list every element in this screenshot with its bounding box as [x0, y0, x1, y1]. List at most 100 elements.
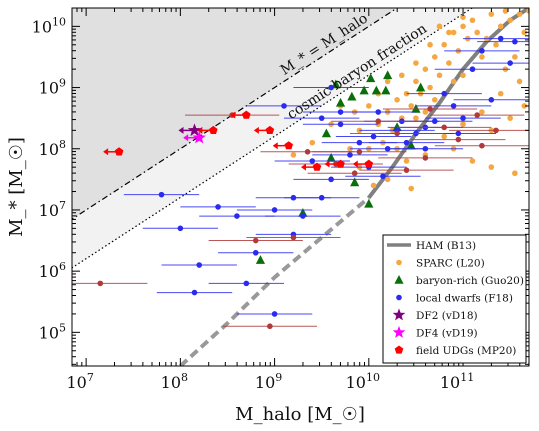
sparc-l20-0-point: [469, 17, 476, 24]
legend-label-6: field UDGs (MP20): [416, 345, 516, 357]
sparc-l20-0-point: [384, 78, 391, 85]
local-dwarfs-f18-2-point: [328, 176, 334, 183]
y-tick-label: 107: [39, 199, 66, 220]
local-dwarfs-f18-2-point: [215, 204, 221, 210]
sparc-l20-0-point: [403, 158, 410, 164]
baryon-rich-guo20-1-point: [366, 73, 376, 83]
df2-vd18-5-arrowhead: [178, 126, 184, 134]
field-udgs-mp20-4-point: [284, 141, 293, 150]
field-udgs-mp20-3-point: [441, 124, 447, 131]
sparc-l20-0-point: [497, 90, 504, 97]
sparc-l20-0-point: [450, 78, 457, 85]
local-dwarfs-f18-2-point: [243, 280, 250, 287]
sparc-l20-0-point: [479, 54, 485, 60]
local-dwarfs-f18-2-point: [281, 103, 287, 109]
y-tick-label: 1010: [32, 15, 66, 36]
sparc-l20-0-point: [427, 41, 433, 48]
sparc-l20-0-point: [446, 29, 452, 36]
sparc-l20-0-point: [474, 29, 480, 36]
legend-label-2: baryon-rich (Guo20): [416, 275, 524, 287]
sparc-l20-0-point: [469, 158, 476, 164]
local-dwarfs-f18-2-point: [450, 103, 457, 109]
x-tick-label: 1011: [440, 371, 474, 392]
field-udgs-mp20-3-point: [304, 149, 311, 155]
baryon-rich-guo20-1-point: [321, 128, 332, 138]
sparc-l20-0-point: [398, 72, 405, 79]
field-udgs-mp20-4-point: [114, 147, 124, 156]
field-udgs-mp20-3-point: [403, 167, 410, 173]
sparc-l20-0-point: [488, 164, 495, 170]
x-tick-label: 1010: [346, 371, 380, 392]
forbidden-region: [72, 8, 398, 220]
field-udgs-mp20-3-point: [252, 237, 259, 244]
field-udgs-mp20-4-arrowhead: [324, 160, 330, 168]
baryon-rich-guo20-1-point: [406, 140, 416, 150]
x-tick-label: 107: [66, 371, 93, 392]
field-udgs-mp20-3-point: [479, 142, 485, 149]
field-udgs-mp20-3-point: [474, 112, 480, 118]
legend-label-0: HAM (B13): [416, 240, 476, 252]
legend-swatch-1: [396, 259, 402, 266]
sparc-l20-0-point: [413, 78, 419, 85]
sparc-l20-0-point: [460, 72, 466, 79]
legend-label-1: SPARC (L20): [416, 258, 485, 270]
sparc-l20-0-point: [441, 41, 447, 48]
sparc-l20-0-point: [521, 103, 528, 109]
df2-vd18-5-point: [187, 123, 202, 137]
field-udgs-mp20-3-point: [97, 280, 104, 287]
legend-swatch-3: [396, 294, 402, 301]
sparc-l20-0-point: [427, 84, 433, 91]
baryon-rich-guo20-1-point: [350, 177, 360, 187]
baryon-rich-guo20-1-point: [416, 82, 426, 92]
baryon-rich-guo20-1-point: [335, 97, 346, 107]
legend-label-3: local dwarfs (F18): [416, 293, 513, 305]
local-dwarfs-f18-2-point: [309, 158, 316, 164]
baryon-rich-guo20-1-point: [347, 91, 357, 101]
sparc-l20-0-point: [366, 103, 372, 109]
local-dwarfs-f18-2-point: [158, 191, 165, 198]
x-tick-label: 108: [161, 371, 188, 392]
sparc-l20-0-point: [446, 60, 452, 66]
field-udgs-mp20-3-point: [351, 170, 358, 177]
field-udgs-mp20-4-arrowhead: [197, 126, 203, 134]
y-tick-label: 108: [39, 138, 66, 159]
local-dwarfs-f18-2-point: [271, 207, 278, 213]
df4-vd19-6-arrowhead: [183, 134, 189, 142]
local-dwarfs-f18-2-point: [512, 38, 518, 45]
baryon-rich-guo20-1-point: [364, 198, 374, 208]
local-dwarfs-f18-2-point: [191, 289, 198, 296]
field-udgs-mp20-4-arrowhead: [300, 163, 306, 171]
sparc-l20-0-point: [507, 115, 513, 121]
sparc-l20-0-point: [408, 103, 415, 109]
local-dwarfs-f18-2-point: [300, 213, 306, 219]
field-udgs-mp20-4-arrowhead: [253, 126, 259, 134]
baryon-rich-guo20-1-point: [371, 85, 381, 95]
field-udgs-mp20-3-point: [375, 118, 382, 125]
local-dwarfs-f18-2-point: [318, 194, 325, 201]
sparc-l20-0-point: [422, 109, 429, 115]
local-dwarfs-f18-2-point: [422, 145, 429, 152]
field-udgs-mp20-3-point: [455, 136, 462, 143]
local-dwarfs-f18-2-point: [460, 115, 466, 121]
field-udgs-mp20-4-arrowhead: [272, 142, 278, 150]
baryon-rich-guo20-1-point: [255, 255, 266, 264]
sparc-l20-0-point: [408, 185, 415, 192]
sparc-l20-0-point: [422, 66, 429, 72]
sparc-l20-0-point: [521, 29, 528, 36]
baryon-rich-guo20-1-point: [381, 85, 391, 95]
field-udgs-mp20-4-arrowhead: [230, 111, 236, 119]
field-udgs-mp20-4-point: [336, 159, 345, 168]
local-dwarfs-f18-2-point: [507, 60, 513, 66]
sparc-l20-0-point: [431, 96, 438, 103]
local-dwarfs-f18-2-point: [497, 35, 504, 42]
sparc-l20-0-point: [431, 54, 438, 60]
baryon-rich-guo20-1-point: [326, 152, 336, 162]
sparc-l20-0-point: [460, 23, 466, 30]
local-dwarfs-f18-2-point: [337, 109, 344, 115]
legend-swatch-5: [392, 325, 406, 338]
sparc-l20-0-point: [460, 121, 466, 128]
sparc-l20-0-point: [512, 54, 518, 60]
x-axis-label: M_halo [M_☉]: [235, 404, 365, 425]
sparc-l20-0-point: [436, 72, 443, 79]
